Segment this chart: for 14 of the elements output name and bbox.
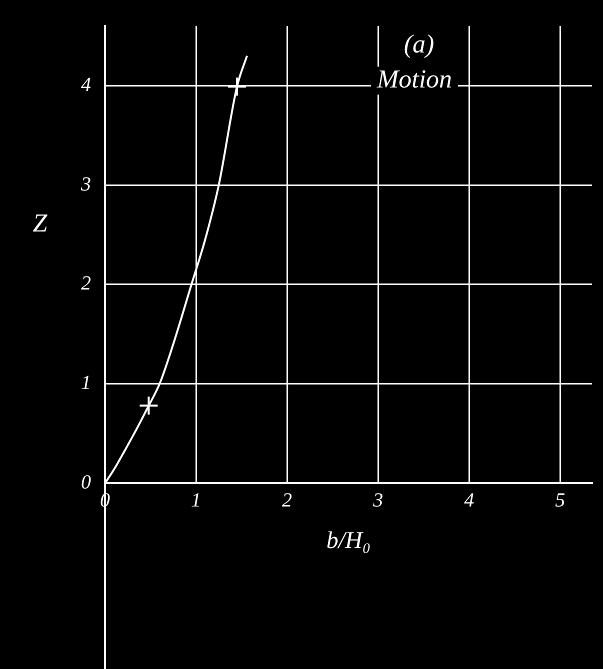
x-tick-label: 2 (282, 489, 292, 512)
x-tick-label: 5 (555, 489, 566, 512)
y-tick-label: 4 (81, 74, 91, 96)
x-tick-label: 1 (191, 489, 202, 512)
x-tick-label: 3 (372, 489, 384, 512)
x-axis-title: b/H₀ (326, 528, 371, 554)
x-tick-label: 4 (464, 489, 474, 512)
annotation: Motion (376, 64, 452, 94)
y-tick-label: 1 (81, 372, 91, 394)
y-tick-label: 3 (80, 173, 91, 196)
chart-title: (a) (404, 30, 434, 59)
y-tick-label: 2 (81, 272, 91, 295)
y-axis-title: Z (32, 208, 48, 238)
y-tick-label: 0 (81, 471, 91, 494)
